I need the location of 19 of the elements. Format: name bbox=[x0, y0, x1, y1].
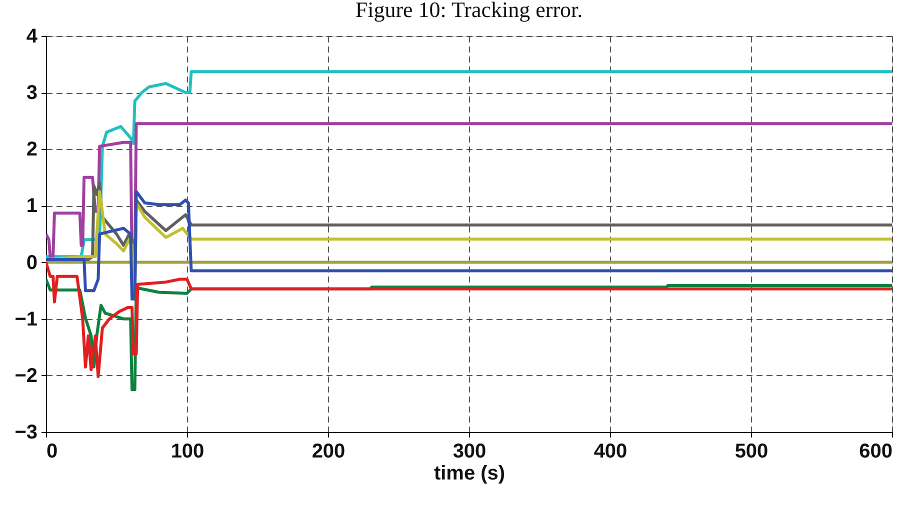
y-tick-label: 1 bbox=[26, 195, 38, 218]
y-tick-label: 3 bbox=[26, 82, 38, 104]
y-tick-label: 2 bbox=[26, 138, 38, 161]
x-tick-label: 200 bbox=[312, 440, 346, 462]
y-tick-label: −3 bbox=[14, 422, 38, 444]
x-tick-label: 600 bbox=[859, 440, 892, 462]
y-tick-label: 0 bbox=[26, 252, 38, 274]
chart-title: Figure 10: Tracking error. bbox=[355, 0, 583, 22]
x-tick-label: 0 bbox=[46, 440, 58, 462]
line-series bbox=[46, 70, 892, 258]
x-tick-label: 500 bbox=[734, 440, 768, 462]
y-tick-label: −1 bbox=[14, 308, 38, 330]
y-tick-label: 4 bbox=[26, 26, 38, 48]
x-tick-label: 300 bbox=[452, 440, 486, 462]
x-tick-label: 100 bbox=[170, 440, 204, 462]
x-axis-title: time (s) bbox=[434, 462, 506, 484]
y-tick-label: −2 bbox=[14, 364, 38, 387]
line-series bbox=[46, 260, 892, 378]
x-tick-label: 400 bbox=[594, 440, 628, 462]
